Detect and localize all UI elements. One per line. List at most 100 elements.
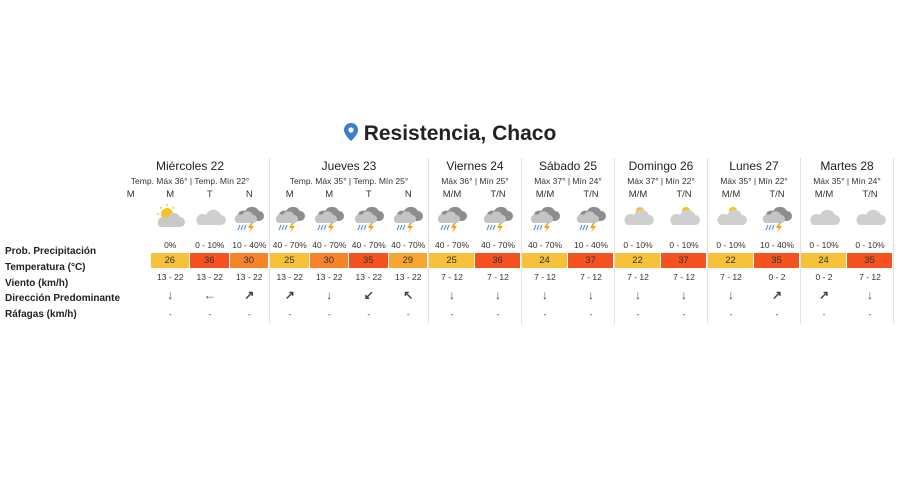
weather-icon (313, 203, 345, 238)
precipitation: 0 - 10% (623, 240, 653, 250)
temperature: 30 (309, 253, 348, 268)
wind: 13 - 22 (236, 272, 263, 282)
period-label: M/M (628, 189, 648, 200)
wind-direction: ↓ (449, 288, 455, 302)
column-separator (614, 158, 615, 324)
period-label: M/M (535, 189, 555, 200)
wind-direction: ↙ (363, 288, 374, 302)
temperature: 35 (847, 253, 892, 268)
period-label: M (126, 189, 135, 200)
gusts: - (247, 309, 251, 319)
column-separator (428, 158, 429, 324)
temperature: 29 (388, 253, 427, 268)
period-label: N (404, 189, 412, 200)
wind-direction: ↗ (818, 288, 830, 302)
period-label: M/M (721, 189, 741, 200)
gusts: - (367, 309, 371, 319)
period-label: T (206, 189, 213, 200)
weather-icon (854, 203, 886, 238)
wind-direction: ↓ (326, 288, 333, 302)
period-label: T (365, 189, 372, 200)
row-label: Viento (km/h) (5, 278, 69, 289)
wind-direction: ↓ (681, 288, 687, 302)
column-separator (893, 158, 894, 324)
precipitation: 40 - 70% (391, 240, 426, 250)
day-name: Martes 28 (820, 159, 874, 173)
precipitation: 10 - 40% (573, 240, 609, 250)
gusts: - (450, 309, 454, 319)
wind-direction: ↖ (403, 288, 414, 302)
wind: 7 - 12 (673, 272, 695, 282)
day-name: Jueves 23 (321, 159, 377, 173)
gusts: - (327, 309, 331, 319)
wind: 7 - 12 (720, 272, 742, 282)
temperature: 25 (429, 253, 474, 268)
gusts: - (288, 309, 292, 319)
temperature: 26 (150, 253, 189, 268)
temperature: 36 (190, 253, 229, 268)
wind-direction: ↓ (728, 288, 734, 302)
wind: 13 - 22 (395, 272, 422, 282)
gusts: - (589, 309, 593, 319)
period-label: M (325, 189, 334, 200)
gusts: - (496, 309, 500, 319)
wind: 13 - 22 (196, 272, 223, 282)
weather-icon (154, 203, 186, 238)
wind: 7 - 12 (627, 272, 649, 282)
row-label: Temperatura (°C) (5, 262, 86, 273)
period-label: M/M (814, 189, 834, 200)
precipitation: 0 - 10% (669, 240, 699, 250)
day-name: Miércoles 22 (155, 159, 225, 173)
wind: 7 - 12 (580, 272, 602, 282)
weather-icon (353, 203, 385, 238)
row-label: Prob. Precipitación (5, 246, 97, 257)
period-label: T/N (583, 189, 599, 200)
wind-direction: ↓ (495, 288, 501, 302)
wind: 13 - 22 (355, 272, 382, 282)
period-label: T/N (676, 189, 692, 200)
wind: 0 - 2 (815, 272, 833, 282)
temperature: 35 (349, 253, 388, 268)
wind: 7 - 12 (859, 272, 881, 282)
period-label: T/N (490, 189, 506, 200)
wind-direction: ↓ (867, 288, 873, 302)
precipitation: 40 - 70% (351, 240, 386, 250)
day-summary: Temp. Máx 35° | Temp. Mín 25° (289, 176, 409, 186)
wind-direction: ↓ (167, 288, 174, 302)
gusts: - (775, 309, 779, 319)
title-text: Resistencia, Chaco (363, 122, 557, 145)
wind: 13 - 22 (276, 272, 303, 282)
day-name: Domingo 26 (628, 159, 694, 173)
row-label: Ráfagas (km/h) (5, 309, 77, 320)
gusts: - (636, 309, 640, 319)
period-label: M (166, 189, 175, 200)
temperature: 22 (708, 253, 753, 268)
period-label: N (245, 189, 253, 200)
precipitation: 0 - 10% (716, 240, 746, 250)
precipitation: 40 - 70% (434, 240, 470, 250)
gusts: - (868, 309, 872, 319)
temperature: 22 (615, 253, 660, 268)
row-label: Dirección Predominante (5, 293, 121, 304)
wind-direction: ↗ (771, 288, 783, 302)
day-summary: Máx 35° | Mín 22° (720, 176, 788, 186)
period-label: M (285, 189, 294, 200)
weather-icon (622, 203, 654, 238)
gusts: - (168, 309, 172, 319)
day-summary: Temp. Máx 36° | Temp. Mín 22° (130, 176, 250, 186)
precipitation: 40 - 70% (480, 240, 516, 250)
temperature: 25 (270, 253, 309, 268)
weather-icon (808, 203, 840, 238)
precipitation: 40 - 70% (272, 240, 307, 250)
day-summary: Máx 37° | Mín 22° (627, 176, 695, 186)
period-label: M/M (442, 189, 462, 200)
precipitation: 10 - 40% (759, 240, 795, 250)
gusts: - (822, 309, 826, 319)
day-summary: Máx 35° | Mín 24° (813, 176, 881, 186)
weather-icon (233, 203, 265, 238)
precipitation: 0 - 10% (809, 240, 839, 250)
wind-direction: ← (203, 288, 216, 302)
day-name: Sábado 25 (538, 159, 598, 173)
day-name: Viernes 24 (446, 159, 504, 173)
